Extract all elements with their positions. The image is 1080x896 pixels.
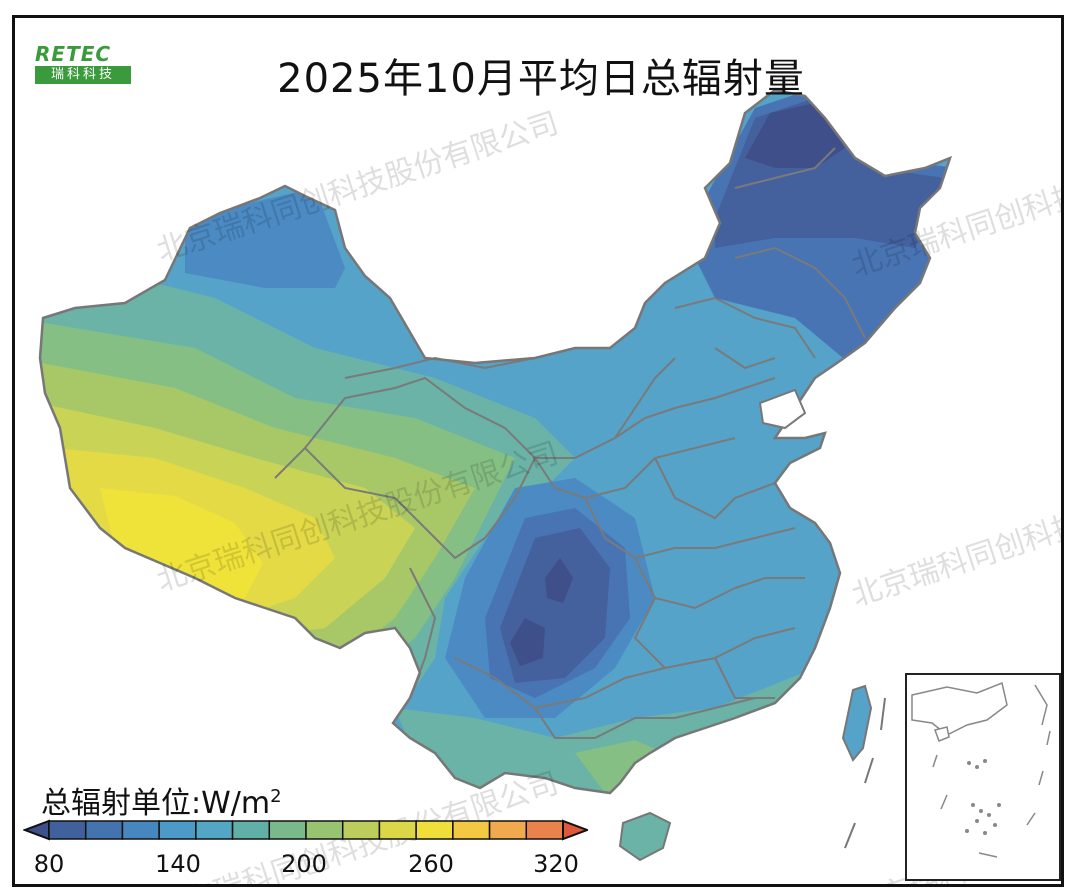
logo-text: RETEC bbox=[35, 42, 112, 66]
legend-unit-label: 总辐射单位:W/m bbox=[41, 786, 271, 821]
legend-title: 总辐射单位:W/m2 bbox=[41, 778, 282, 822]
colorbar-arrow-high bbox=[562, 819, 588, 841]
colorbar-segment bbox=[452, 820, 491, 840]
colorbar-segment bbox=[231, 820, 271, 840]
province-borders bbox=[274, 147, 866, 739]
colorbar-segment bbox=[341, 820, 381, 840]
colorbar-segment bbox=[488, 820, 528, 840]
inset-map bbox=[911, 681, 1051, 858]
colorbar-arrow-low bbox=[23, 819, 50, 841]
colorbar-segment bbox=[378, 820, 417, 840]
colorbar-segment bbox=[525, 820, 564, 840]
colorbar-segment bbox=[48, 820, 87, 840]
colorbar-segment bbox=[268, 820, 307, 840]
bohai-sea bbox=[758, 388, 807, 430]
colorbar-segment bbox=[121, 820, 160, 840]
legend-tick: 260 bbox=[408, 850, 454, 878]
logo-subtext: 瑞科科技 bbox=[35, 66, 131, 84]
taiwan-island bbox=[841, 684, 873, 762]
legend-colorbar bbox=[23, 819, 588, 841]
legend-tick: 200 bbox=[281, 850, 327, 878]
band-100-northeast bbox=[745, 103, 845, 168]
colorbar-segment bbox=[84, 820, 124, 840]
band-145-north bbox=[185, 188, 345, 288]
legend-tick: 140 bbox=[155, 850, 201, 878]
map-title: 2025年10月平均日总辐射量 bbox=[277, 56, 805, 102]
legend-tick: 320 bbox=[533, 850, 579, 878]
legend-tick: 80 bbox=[33, 850, 65, 878]
colorbar-segment bbox=[195, 820, 234, 840]
sea-boundary-dashes bbox=[844, 697, 886, 849]
colorbar-segment bbox=[305, 820, 344, 840]
colorbar-segment bbox=[415, 820, 454, 840]
colorbar-segment bbox=[158, 820, 197, 840]
hainan-island bbox=[618, 811, 672, 862]
band-100-basin bbox=[510, 558, 573, 666]
band-250 bbox=[100, 488, 263, 606]
map-frame: 北京瑞科同创科技股份有限公司 北京瑞科同创科技股份有限公司 北京瑞科同创科技股份… bbox=[12, 15, 1064, 887]
south-china-sea-inset bbox=[905, 673, 1061, 881]
retec-logo: RETEC 瑞科科技 bbox=[35, 44, 131, 86]
legend-unit-superscript: 2 bbox=[270, 786, 282, 807]
radiation-map bbox=[38, 88, 952, 862]
